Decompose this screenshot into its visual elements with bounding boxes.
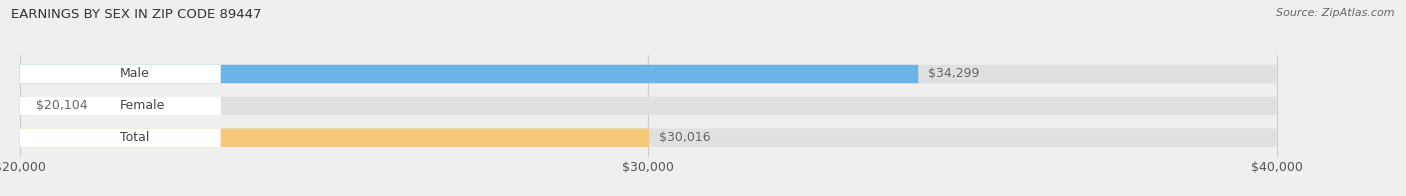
Text: Male: Male — [120, 67, 150, 81]
FancyBboxPatch shape — [20, 65, 221, 83]
FancyBboxPatch shape — [20, 97, 1277, 115]
FancyBboxPatch shape — [20, 128, 650, 147]
Text: $30,016: $30,016 — [658, 131, 710, 144]
Text: Source: ZipAtlas.com: Source: ZipAtlas.com — [1277, 8, 1395, 18]
Text: Female: Female — [120, 99, 166, 112]
FancyBboxPatch shape — [20, 97, 27, 115]
FancyBboxPatch shape — [20, 97, 221, 115]
FancyBboxPatch shape — [20, 128, 1277, 147]
FancyBboxPatch shape — [20, 128, 221, 147]
FancyBboxPatch shape — [20, 65, 918, 83]
Text: EARNINGS BY SEX IN ZIP CODE 89447: EARNINGS BY SEX IN ZIP CODE 89447 — [11, 8, 262, 21]
Text: $34,299: $34,299 — [928, 67, 979, 81]
Text: Total: Total — [120, 131, 149, 144]
Text: $20,104: $20,104 — [35, 99, 87, 112]
FancyBboxPatch shape — [20, 65, 1277, 83]
